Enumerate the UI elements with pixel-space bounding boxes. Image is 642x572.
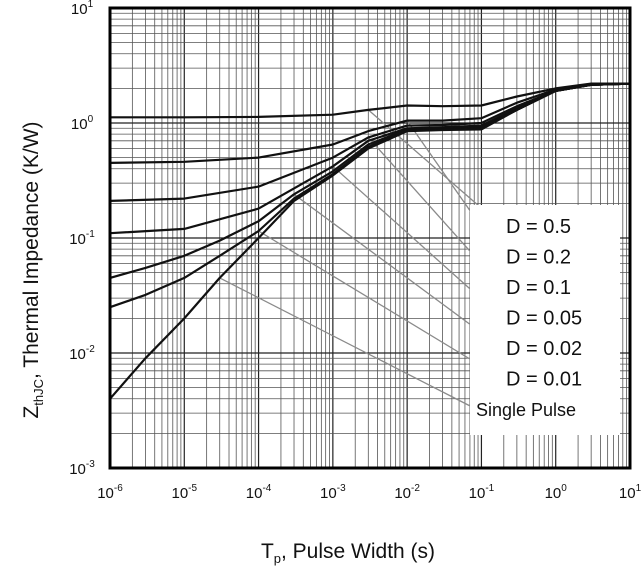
x-tick-label-2: 10-4 (246, 483, 272, 502)
leader-line-6 (219, 277, 477, 410)
x-tick-label-3: 10-3 (320, 483, 346, 502)
y-tick-label-1: 100 (71, 114, 94, 133)
x-tick-label-5: 10-1 (469, 483, 495, 502)
y-axis-title-sub: thJC (31, 379, 46, 406)
x-axis-title-main: T (261, 540, 274, 563)
legend-label-2: D = 0.1 (506, 277, 571, 299)
x-tick-label-7: 101 (619, 483, 642, 502)
y-axis-title-main: Z (20, 406, 43, 419)
leader-line-5 (258, 230, 503, 380)
x-axis-title: Tp, Pulse Width (s) (261, 540, 435, 566)
x-tick-label-0: 10-6 (97, 483, 123, 502)
legend-label-1: D = 0.2 (506, 247, 571, 269)
y-axis-title-rest: , Thermal Impedance (K/W) (20, 121, 43, 379)
legend-label-4: D = 0.02 (506, 338, 582, 360)
y-tick-label-4: 10-3 (69, 459, 95, 478)
legend-label-5: D = 0.01 (506, 369, 582, 391)
legend: D = 0.5 D = 0.2 D = 0.1 D = 0.05 D = 0.02 D =… (476, 216, 582, 420)
x-axis-title-rest: , Pulse Width (s) (281, 540, 435, 563)
legend-label-0: D = 0.5 (506, 216, 571, 238)
y-tick-label-3: 10-2 (69, 344, 95, 363)
x-tick-labels: 10-6 10-5 10-4 10-3 10-2 10-1 100 101 (97, 483, 641, 502)
legend-label-6: Single Pulse (476, 400, 576, 420)
x-tick-label-4: 10-2 (394, 483, 420, 502)
plot-frame (108, 6, 632, 470)
y-tick-label-2: 10-1 (69, 229, 95, 248)
series-curves (109, 82, 631, 400)
leader-line-4 (293, 193, 503, 349)
y-axis-title: ZthJC, Thermal Impedance (K/W) (20, 121, 46, 418)
legend-background (470, 205, 620, 435)
series-line-6 (109, 82, 631, 400)
x-axis-title-sub: p (274, 551, 281, 566)
x-tick-label-6: 100 (545, 483, 568, 502)
x-tick-label-1: 10-5 (171, 483, 197, 502)
y-tick-labels: 101 100 10-1 10-2 10-3 (69, 0, 95, 478)
y-tick-label-0: 101 (71, 0, 94, 18)
legend-label-3: D = 0.05 (506, 308, 582, 330)
series-line-0 (110, 82, 630, 119)
